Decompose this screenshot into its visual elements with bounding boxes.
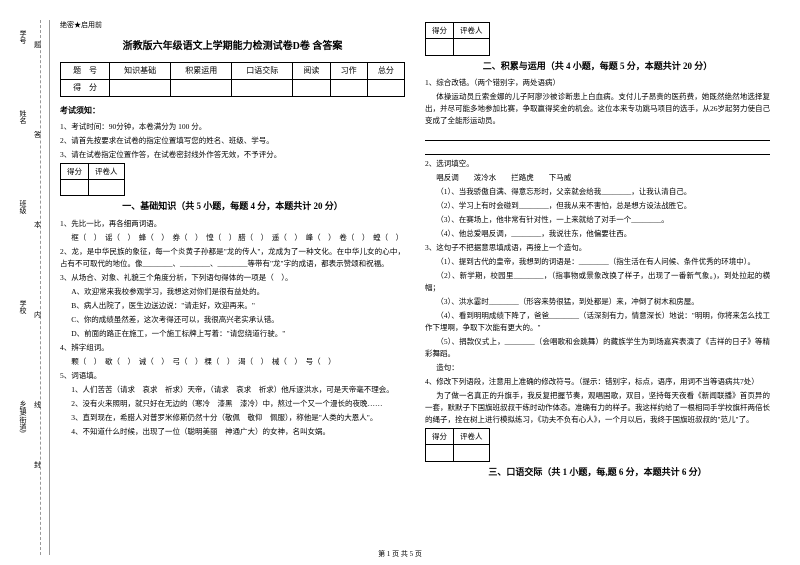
- header-cell: 题 号: [61, 62, 110, 79]
- q3b: （2）、新学期，校园里________，（指事物或景象改换了样子，出现了一番新气…: [425, 270, 770, 294]
- grader-box: 得分评卷人: [425, 428, 490, 462]
- answer-line[interactable]: [425, 130, 770, 141]
- grader-cell[interactable]: [454, 445, 490, 461]
- section2-title: 二、积累与运用（共 4 小题，每题 5 分，本题共计 20 分）: [425, 60, 770, 74]
- score-cell[interactable]: [330, 79, 367, 96]
- q2d: （4）、他总爱唱反调，________，我说往东，他偏要往西。: [425, 228, 770, 240]
- score-label: 得分: [61, 163, 89, 179]
- score-cell[interactable]: [110, 79, 171, 96]
- q3-title: 3、这句子不把据意思填成语，再接上一个造句。: [425, 242, 770, 254]
- header-cell: 积累运用: [171, 62, 232, 79]
- exam-title: 浙教版六年级语文上学期能力检测试卷D卷 含答案: [60, 39, 405, 54]
- q3b: B、病人出院了，医生边送边说："请走好，欢迎再来。": [60, 300, 405, 312]
- score-cell[interactable]: [426, 445, 454, 461]
- section1-content: 1、先比一比，再各细两词语。 框（ ） 谣（ ） 蜂（ ） 券（ ） 惶（ ） …: [60, 218, 405, 438]
- header-cell: 口语交际: [232, 62, 293, 79]
- q5b: 2、没有火来照明，就只好在无边的（寒冷 漆黑 漆冷）中，熬过一个又一个漫长的夜晚…: [60, 398, 405, 410]
- q2a: （1）、当我骄傲自满、得意忘形时，父亲就会给我________，让我认清自己。: [425, 186, 770, 198]
- q2-words: 唱反调 泼冷水 拦路虎 下马威: [425, 172, 770, 184]
- marker-nei: 内: [34, 310, 41, 320]
- notice-item: 1、考试时间：90分钟，本卷满分为 100 分。: [60, 121, 405, 133]
- score-label: 得分: [426, 23, 454, 39]
- table-row: 题 号 知识基础 积累运用 口语交际 阅读 习作 总分: [61, 62, 405, 79]
- q3e: （5）、捐款仪式上，________（会唱歌和会跳舞）的藏族学生为到场嘉宾表演了…: [425, 336, 770, 360]
- score-cell: 得 分: [61, 79, 110, 96]
- header-cell: 总分: [367, 62, 404, 79]
- q1-title: 1、综合改错。（两个错别字，两处语病）: [425, 77, 770, 89]
- q3a: A、欢迎常来我校参观学习，我想这对你们是很有益处的。: [60, 286, 405, 298]
- exam-page: 学号 姓名 班级 学校 乡镇(街道) 题 答 本 内 线 封 绝密★启用前 浙教…: [0, 0, 800, 565]
- score-table: 题 号 知识基础 积累运用 口语交际 阅读 习作 总分 得 分: [60, 62, 405, 97]
- q1: 1、先比一比，再各细两词语。: [60, 218, 405, 230]
- notice-item: 3、请在试卷指定位置作答，在试卷密封线外作答无效，不予评分。: [60, 149, 405, 161]
- marker-da: 答: [34, 130, 41, 140]
- right-column: 得分评卷人 二、积累与运用（共 4 小题，每题 5 分，本题共计 20 分） 1…: [415, 20, 780, 555]
- field-school: 学校: [18, 300, 28, 314]
- q5d: 4、不知道什么时候，出现了一位（聪明美丽 神通广大）的女神，名叫女娲。: [60, 426, 405, 438]
- marker-xian: 线: [34, 400, 41, 410]
- q3a: （1）、提到古代的皇帝，我想到的词语是：________（指生活在有人问候、条件…: [425, 256, 770, 268]
- section3-title: 三、口语交际（共 1 小题，每,题 6 分，本题共计 6 分）: [425, 466, 770, 480]
- q3f: 造句：: [425, 362, 770, 374]
- section1-title: 一、基础知识（共 5 小题，每题 4 分，本题共计 20 分）: [60, 200, 405, 214]
- grader-cell[interactable]: [454, 39, 490, 55]
- score-cell[interactable]: [426, 39, 454, 55]
- table-row: 得 分: [61, 79, 405, 96]
- score-cell[interactable]: [293, 79, 330, 96]
- q4: 4、辨字组词。: [60, 342, 405, 354]
- left-column: 绝密★启用前 浙教版六年级语文上学期能力检测试卷D卷 含答案 题 号 知识基础 …: [50, 20, 415, 555]
- header-cell: 习作: [330, 62, 367, 79]
- marker-ti: 题: [34, 40, 41, 50]
- q2-title: 2、选词填空。: [425, 158, 770, 170]
- q3c: C、你的成绩虽然差，这次考得还可以，我很高兴老实承认错。: [60, 314, 405, 326]
- score-label: 得分: [426, 429, 454, 445]
- seal-line: [40, 20, 41, 555]
- q3: 3、从场合、对象、礼貌三个角度分析，下列语句得体的一项是（ ）。: [60, 272, 405, 284]
- score-cell[interactable]: [61, 179, 89, 195]
- marker-ben: 本: [34, 220, 41, 230]
- q5c: 3、直到现在，希腊人对普罗米修斯仍然十分（敬佩 敬仰 佩服），称他是"人类的大恩…: [60, 412, 405, 424]
- binding-margin: 学号 姓名 班级 学校 乡镇(街道) 题 答 本 内 线 封: [10, 20, 50, 555]
- q3d: D、前面的路正在施工，一个施工标牌上写着："请您绕道行驶。": [60, 328, 405, 340]
- q5: 5、词语填。: [60, 370, 405, 382]
- marker-feng: 封: [34, 460, 41, 470]
- header-cell: 知识基础: [110, 62, 171, 79]
- answer-line[interactable]: [425, 144, 770, 155]
- q4-items: 颗（ ） 歇（ ） 诫（ ） 弓（ ） 棵（ ） 渴（ ） 械（ ） 号（ ）: [60, 356, 405, 368]
- score-cell[interactable]: [232, 79, 293, 96]
- grader-box: 得分评卷人: [60, 163, 125, 197]
- exam-notice-title: 考试须知：: [60, 105, 405, 117]
- q3c: （3）、洪水霎时________（形容来势很猛，到处都是）来，冲倒了树木和房屋。: [425, 296, 770, 308]
- q5a: 1、人们苦苦（请求 哀求 祈求）天帝，（请求 哀求 祈求）他斥逐洪水，可是天帝毫…: [60, 384, 405, 396]
- grader-label: 评卷人: [89, 163, 125, 179]
- q2: 2、龙，是中华民族的象征，每一个炎黄子孙都是"龙的传人"，龙成为了一种文化。在中…: [60, 246, 405, 270]
- score-cell[interactable]: [367, 79, 404, 96]
- q2c: （3）、在赛场上，他非常有针对性，一上来就给了对手一个________。: [425, 214, 770, 226]
- q1-items: 框（ ） 谣（ ） 蜂（ ） 券（ ） 惶（ ） 腊（ ） 遥（ ） 峰（ ） …: [60, 232, 405, 244]
- notice-item: 2、请首先按要求在试卷的指定位置填写您的姓名、班级、学号。: [60, 135, 405, 147]
- field-class: 班级: [18, 200, 28, 214]
- secret-label: 绝密★启用前: [60, 20, 405, 31]
- page-footer: 第 1 页 共 5 页: [0, 549, 800, 559]
- field-student-id: 学号: [18, 30, 28, 44]
- section2-content: 1、综合改错。（两个错别字，两处语病） 体操运动员丘索金娜的儿子阿廖沙被诊断患上…: [425, 77, 770, 426]
- q1-text: 体操运动员丘索金娜的儿子阿廖沙被诊断患上白血病。支付儿子昂贵的医药费，她既然绝然…: [425, 91, 770, 127]
- grader-box: 得分评卷人: [425, 22, 490, 56]
- score-cell[interactable]: [171, 79, 232, 96]
- field-township: 乡镇(街道): [18, 400, 28, 433]
- grader-label: 评卷人: [454, 23, 490, 39]
- grader-cell[interactable]: [89, 179, 125, 195]
- field-name: 姓名: [18, 110, 28, 124]
- q2b: （2）、学习上有时会碰到________，但我从来不害怕，总是想方设法战胜它。: [425, 200, 770, 212]
- q4-text: 为了做一名真正的升旗手，我反复把握节奏，观唱国歌，双目，坚持每天夜看《新闻联播》…: [425, 390, 770, 426]
- q3d: （4）、看到明明成绩下降了，爸爸________（话深刻有力，情意深长）地说："…: [425, 310, 770, 334]
- header-cell: 阅读: [293, 62, 330, 79]
- q4-title: 4、修改下列语段，注意用上准确的修改符号。（提示：错别字，标点，语序，用词不当等…: [425, 376, 770, 388]
- exam-notice: 1、考试时间：90分钟，本卷满分为 100 分。 2、请首先按要求在试卷的指定位…: [60, 121, 405, 161]
- grader-label: 评卷人: [454, 429, 490, 445]
